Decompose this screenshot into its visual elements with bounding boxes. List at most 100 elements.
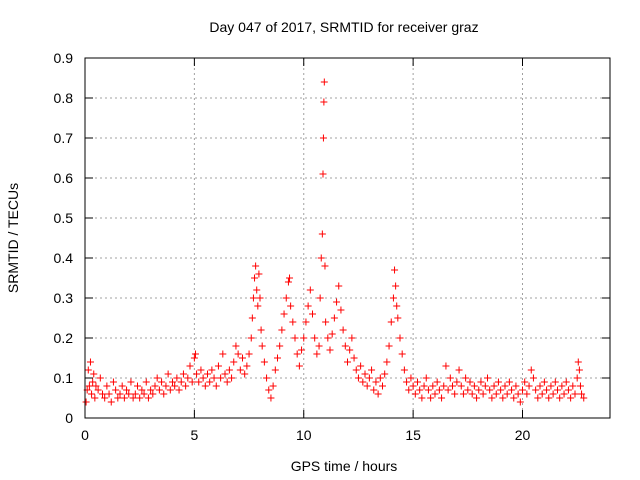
- data-point: [398, 350, 406, 358]
- data-point: [144, 394, 152, 402]
- data-point: [357, 362, 365, 370]
- data-point: [91, 394, 99, 402]
- y-axis-ticks: 0 0.1 0.2 0.3 0.4 0.5 0.6 0.7 0.8 0.9: [54, 50, 610, 426]
- data-point: [438, 394, 446, 402]
- data-point: [193, 370, 201, 378]
- data-point: [510, 394, 518, 402]
- data-point: [335, 282, 343, 290]
- data-point: [214, 362, 222, 370]
- data-point: [101, 394, 109, 402]
- data-point: [208, 366, 216, 374]
- data-point: [147, 386, 155, 394]
- data-point: [116, 390, 124, 398]
- y-tick-label: 0.9: [54, 50, 74, 66]
- data-point: [576, 382, 584, 390]
- data-point: [547, 382, 555, 390]
- data-point: [184, 374, 192, 382]
- data-point: [322, 318, 330, 326]
- data-point: [488, 394, 496, 402]
- data-point: [136, 394, 144, 402]
- data-point: [540, 378, 548, 386]
- data-point: [567, 394, 575, 402]
- data-point: [523, 390, 531, 398]
- data-point: [368, 366, 376, 374]
- data-point: [291, 334, 299, 342]
- data-point: [514, 390, 522, 398]
- data-point: [512, 382, 520, 390]
- data-point: [228, 374, 236, 382]
- data-point: [494, 378, 502, 386]
- data-point: [451, 390, 459, 398]
- data-point: [464, 386, 472, 394]
- y-tick-label: 0.5: [54, 210, 74, 226]
- data-point: [326, 346, 334, 354]
- data-point: [492, 390, 500, 398]
- data-point: [225, 366, 233, 374]
- data-point: [107, 398, 115, 406]
- data-point: [138, 386, 146, 394]
- data-point: [160, 390, 168, 398]
- data-point: [363, 382, 371, 390]
- data-point: [534, 394, 542, 402]
- data-point: [201, 382, 209, 390]
- data-point: [391, 266, 399, 274]
- data-point: [123, 386, 131, 394]
- data-point: [372, 378, 380, 386]
- data-point: [109, 378, 117, 386]
- data-point: [86, 358, 94, 366]
- data-point: [302, 318, 310, 326]
- data-point: [243, 362, 251, 370]
- data-point: [328, 330, 336, 338]
- data-point: [379, 382, 386, 390]
- chart-title: Day 047 of 2017, SRMTID for receiver gra…: [209, 19, 478, 35]
- data-point: [383, 358, 391, 366]
- data-point: [337, 306, 345, 314]
- data-point: [221, 370, 229, 378]
- data-point: [236, 366, 244, 374]
- data-point: [396, 334, 404, 342]
- data-point: [249, 294, 257, 302]
- data-point: [280, 310, 288, 318]
- data-point: [416, 386, 424, 394]
- data-point: [199, 374, 207, 382]
- data-point: [411, 390, 419, 398]
- x-tick-label: 0: [81, 427, 89, 443]
- data-point: [431, 390, 439, 398]
- data-point: [385, 342, 393, 350]
- data-point: [348, 334, 356, 342]
- data-point: [188, 378, 196, 386]
- data-point: [333, 298, 341, 306]
- data-point: [319, 134, 327, 142]
- data-point: [114, 394, 122, 402]
- data-point: [257, 326, 265, 334]
- plot-frame: [84, 57, 611, 419]
- data-point: [529, 374, 537, 382]
- data-point: [142, 378, 150, 386]
- data-point: [309, 310, 316, 318]
- data-point: [361, 370, 369, 378]
- data-point: [276, 342, 284, 350]
- data-point: [344, 358, 351, 366]
- data-point: [219, 350, 227, 358]
- data-point: [256, 294, 264, 302]
- data-point: [508, 386, 516, 394]
- data-point: [393, 302, 401, 310]
- data-point: [321, 262, 329, 270]
- data-point: [571, 390, 579, 398]
- data-point: [195, 378, 203, 386]
- data-point: [153, 374, 161, 382]
- data-point: [311, 334, 319, 342]
- data-point: [394, 314, 402, 322]
- data-point: [263, 374, 271, 382]
- data-point: [580, 394, 588, 402]
- data-point: [352, 366, 360, 374]
- data-point: [232, 342, 240, 350]
- data-point: [427, 394, 435, 402]
- data-point: [538, 390, 546, 398]
- data-point: [440, 382, 448, 390]
- data-point: [166, 386, 174, 394]
- data-point: [341, 342, 349, 350]
- data-point: [442, 362, 450, 370]
- data-point: [90, 370, 98, 378]
